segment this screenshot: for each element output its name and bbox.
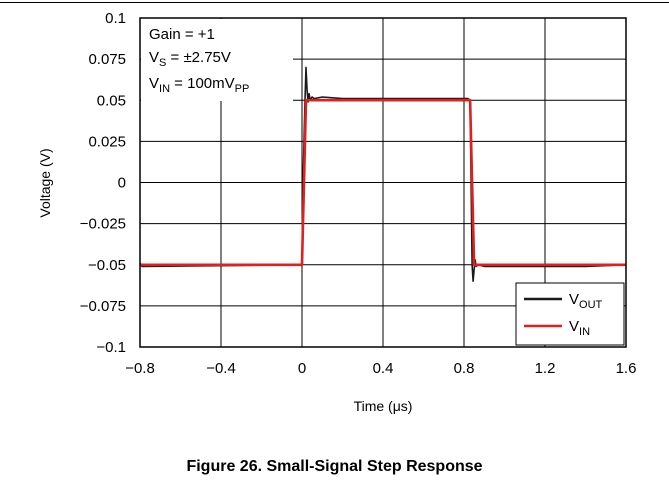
figure-caption: Figure 26. Small-Signal Step Response [186, 458, 483, 475]
y-tick-label: 0.075 [88, 51, 126, 68]
x-tick-label: −0.4 [206, 360, 236, 377]
y-tick-label: 0.1 [105, 10, 126, 27]
x-axis-label: Time (μs) [354, 398, 413, 414]
x-tick-label: 0.8 [454, 360, 475, 377]
series-layer [139, 66, 627, 283]
y-tick-label: −0.1 [96, 339, 126, 356]
annotation-box: Gain = +1 VS = ±2.75V VIN = 100mVPP [141, 19, 293, 101]
step-response-chart: −0.8 −0.4 0 0.4 0.8 1.2 1.6 −0.1 −0.075 −0.05 −0.0… [37, 10, 637, 414]
y-tick-label: 0 [118, 175, 126, 192]
x-tick-label: 0.4 [373, 360, 394, 377]
legend: VOUT VIN [515, 282, 625, 346]
annotation-vs: VS = ±2.75V [149, 49, 231, 69]
y-tick-label: 0.05 [97, 92, 126, 109]
y-tick-label: −0.025 [80, 216, 126, 233]
annotation-vin: VIN = 100mVPP [149, 75, 249, 95]
plot-frame [139, 17, 627, 348]
x-tick-label: 1.2 [535, 360, 556, 377]
legend-label-vout: VOUT [569, 291, 603, 311]
series-line-vin [140, 98, 626, 267]
legend-label-vin: VIN [569, 318, 590, 338]
x-tick-label: −0.8 [125, 360, 155, 377]
annotation-gain: Gain = +1 [149, 26, 215, 43]
y-tick-label: 0.025 [88, 133, 126, 150]
x-tick-label: 0 [298, 360, 306, 377]
y-axis-label: Voltage (V) [37, 148, 53, 217]
y-tick-label: −0.05 [88, 257, 126, 274]
y-tick-label: −0.075 [80, 298, 126, 315]
x-tick-label: 1.6 [616, 360, 637, 377]
tick-labels: −0.8 −0.4 0 0.4 0.8 1.2 1.6 −0.1 −0.075 −0.05 −0.0… [80, 10, 637, 377]
top-rule [0, 2, 669, 3]
